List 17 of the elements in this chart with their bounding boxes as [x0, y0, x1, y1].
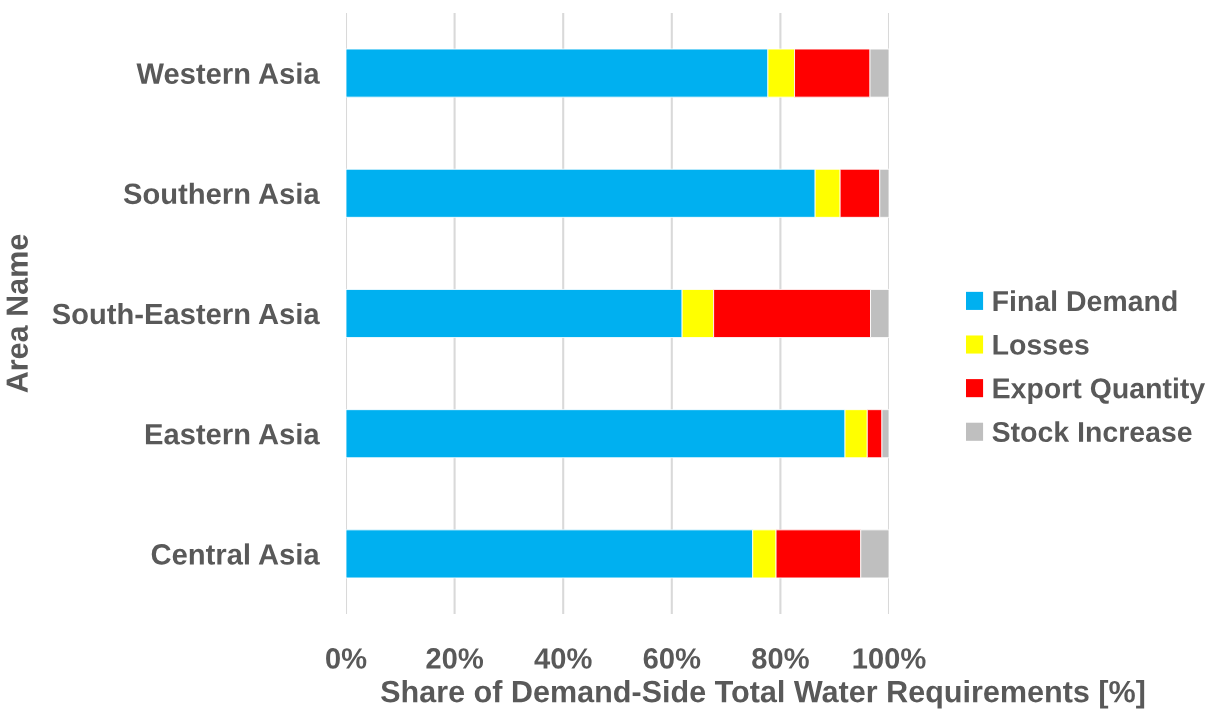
x-tick-label: 80% — [752, 648, 809, 669]
y-tick-label: South-Eastern Asia — [52, 302, 320, 325]
y-axis-title: Area Name — [6, 234, 28, 393]
x-tick-label: 60% — [643, 648, 701, 669]
legend-label: Losses — [993, 334, 1089, 355]
x-tick-label: 20% — [426, 648, 484, 669]
x-axis-title: Share of Demand-Side Total Water Requirements [%] — [381, 680, 1145, 709]
x-tick-label: 40% — [534, 648, 592, 669]
x-tick-label: 0% — [326, 648, 367, 669]
legend-label: Final Demand — [993, 290, 1177, 312]
y-tick-label: Central Asia — [151, 543, 320, 565]
legend-label: Stock Increase — [992, 421, 1192, 443]
x-tick-label: 100% — [853, 648, 926, 669]
y-tick-label: Southern Asia — [123, 182, 320, 205]
y-tick-label: Western Asia — [136, 62, 320, 84]
legend-label: Export Quantity — [993, 377, 1206, 405]
y-tick-label: Eastern Asia — [145, 423, 320, 445]
